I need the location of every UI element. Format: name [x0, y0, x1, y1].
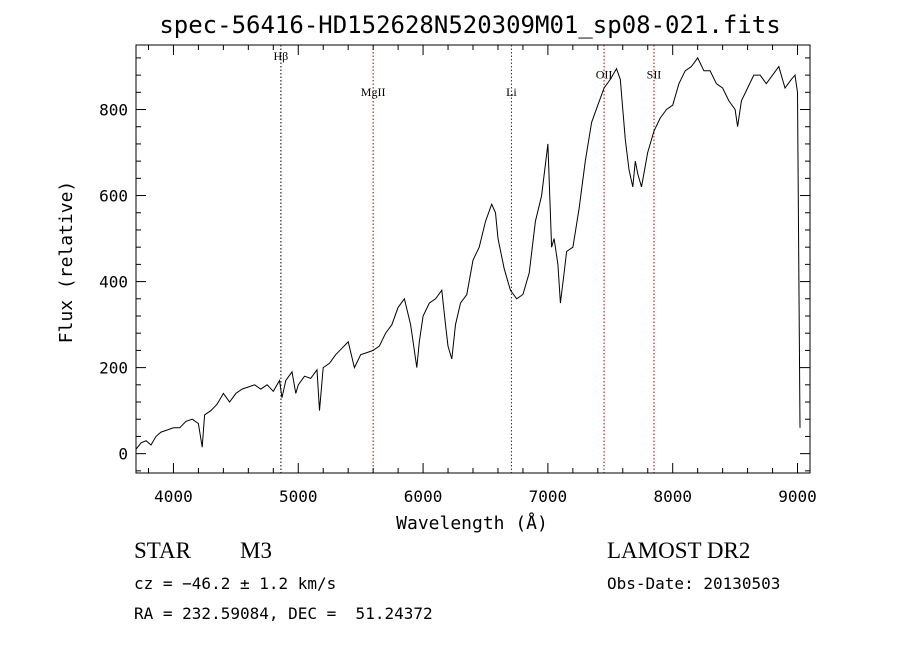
- observation-date: Obs-Date: 20130503: [607, 574, 781, 593]
- x-tick-label: 8000: [653, 487, 692, 506]
- x-tick-label: 5000: [279, 487, 318, 506]
- line-marker-label: OII: [596, 68, 613, 82]
- line-marker-labels: Hβ MgII Li OII SII: [274, 49, 662, 99]
- line-marker-label: SII: [647, 68, 662, 82]
- y-axis-label: Flux (relative): [56, 181, 77, 344]
- line-marker-label: Hβ: [274, 49, 289, 63]
- x-tick-label: 6000: [404, 487, 443, 506]
- y-tick-label: 200: [99, 359, 128, 378]
- line-marker-label: MgII: [361, 85, 386, 99]
- x-tick-label: 4000: [154, 487, 193, 506]
- y-tick-label: 800: [99, 101, 128, 120]
- y-axis-ticks: 0 200 400 600 800: [99, 57, 810, 472]
- sky-coordinates: RA = 232.59084, DEC = 51.24372: [134, 604, 433, 623]
- y-tick-label: 400: [99, 273, 128, 292]
- line-marker-label: Li: [506, 85, 517, 99]
- line-markers: [280, 45, 655, 473]
- x-tick-label: 7000: [529, 487, 568, 506]
- x-tick-label: 9000: [778, 487, 817, 506]
- x-axis-label: Wavelength (Å): [396, 512, 548, 534]
- spectrum-line: [135, 56, 801, 450]
- object-class: STAR: [134, 538, 191, 563]
- chart-title: spec-56416-HD152628N520309M01_sp08-021.f…: [159, 11, 780, 39]
- object-subclass: M3: [240, 538, 272, 563]
- y-tick-label: 600: [99, 187, 128, 206]
- survey-name: LAMOST DR2: [607, 538, 751, 563]
- x-axis-ticks: 4000 5000 6000 7000 8000 9000: [147, 45, 817, 506]
- redshift-velocity: cz = −46.2 ± 1.2 km/s: [134, 574, 337, 593]
- y-tick-label: 0: [118, 445, 128, 464]
